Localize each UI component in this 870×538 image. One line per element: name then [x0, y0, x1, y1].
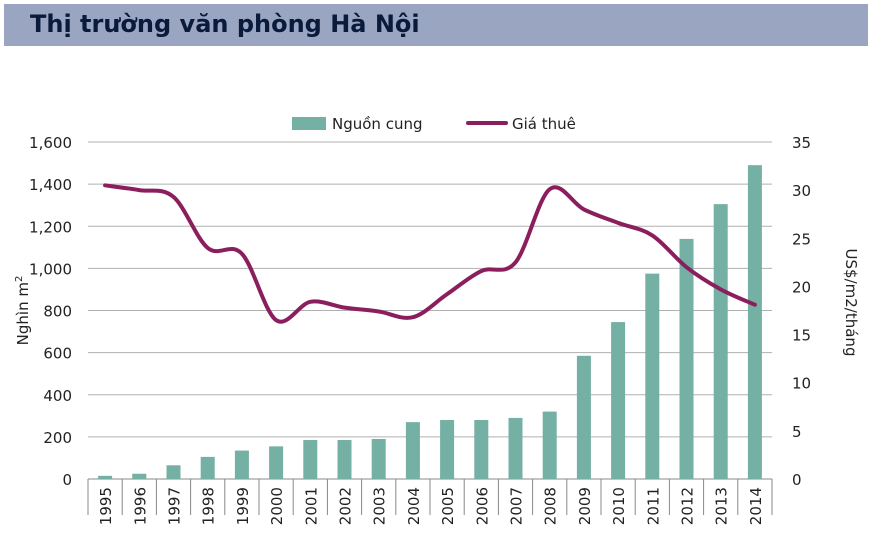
- bar: [747, 165, 762, 479]
- bar: [200, 456, 215, 479]
- y-tick-label: 400: [43, 387, 72, 405]
- y2-tick-label: 30: [792, 182, 811, 200]
- title-bar: Thị trường văn phòng Hà Nội: [4, 4, 868, 46]
- bar: [440, 420, 455, 479]
- y2-tick-label: 35: [792, 134, 811, 152]
- y-tick-label: 600: [43, 345, 72, 363]
- y-tick-label: 200: [43, 429, 72, 447]
- x-tick-label: 2012: [679, 487, 697, 525]
- bar: [405, 422, 420, 479]
- bar: [166, 465, 181, 479]
- x-tick-label: 2003: [371, 487, 389, 525]
- y-tick-label: 0: [62, 471, 72, 489]
- x-tick-label: 2009: [576, 487, 594, 525]
- y2-tick-label: 5: [792, 423, 802, 441]
- x-tick-label: 2001: [302, 487, 320, 525]
- bar: [611, 322, 626, 479]
- x-tick-label: 2000: [268, 487, 286, 525]
- y-tick-label: 1,400: [29, 176, 72, 194]
- x-tick-label: 2004: [405, 487, 423, 525]
- bar: [337, 440, 352, 479]
- page-title: Thị trường văn phòng Hà Nội: [30, 10, 420, 38]
- x-tick-label: 2008: [542, 487, 560, 525]
- x-tick-label: 2014: [747, 487, 765, 525]
- x-tick-label: 2010: [610, 487, 628, 525]
- bar: [576, 355, 591, 479]
- y-axis-label: Nghìn m2: [14, 276, 32, 346]
- x-tick-label: 2013: [713, 487, 731, 525]
- bar: [645, 273, 660, 479]
- x-tick-label: 1995: [97, 487, 115, 525]
- y2-tick-label: 20: [792, 278, 811, 296]
- legend-swatch-nguon-cung: [292, 117, 326, 130]
- legend-label-nguon-cung: Nguồn cung: [332, 115, 422, 133]
- bar: [508, 417, 523, 479]
- bar: [132, 473, 147, 479]
- y-tick-label: 1,200: [29, 218, 72, 236]
- x-tick-label: 2002: [337, 487, 355, 525]
- x-tick-label: 1997: [166, 487, 184, 525]
- y2-tick-label: 10: [792, 375, 811, 393]
- bar: [542, 411, 557, 479]
- bar: [474, 420, 489, 479]
- x-tick-label: 1999: [234, 487, 252, 525]
- bar: [679, 238, 694, 479]
- y2-tick-label: 0: [792, 471, 802, 489]
- x-tick-label: 1998: [200, 487, 218, 525]
- bar: [98, 475, 113, 479]
- bar: [269, 446, 284, 479]
- series-line-gia-thue: [103, 183, 757, 324]
- x-tick-label: 2006: [473, 487, 491, 525]
- y2-tick-label: 25: [792, 230, 811, 248]
- y-tick-label: 800: [43, 303, 72, 321]
- bar: [234, 450, 249, 479]
- x-tick-label: 2011: [644, 487, 662, 525]
- bar: [371, 438, 386, 479]
- x-tick-label: 2007: [508, 487, 526, 525]
- y-axis-label-superscript: 2: [14, 276, 25, 282]
- y-tick-label: 1,000: [29, 260, 72, 278]
- legend-label-gia-thue: Giá thuê: [512, 115, 576, 133]
- y-tick-label: 1,600: [29, 134, 72, 152]
- bar: [303, 440, 318, 479]
- x-tick-label: 2005: [439, 487, 457, 525]
- y2-axis-label: US$/m2/tháng: [842, 249, 860, 357]
- bar: [713, 204, 728, 479]
- y2-tick-label: 15: [792, 327, 811, 345]
- x-tick-label: 1996: [131, 487, 149, 525]
